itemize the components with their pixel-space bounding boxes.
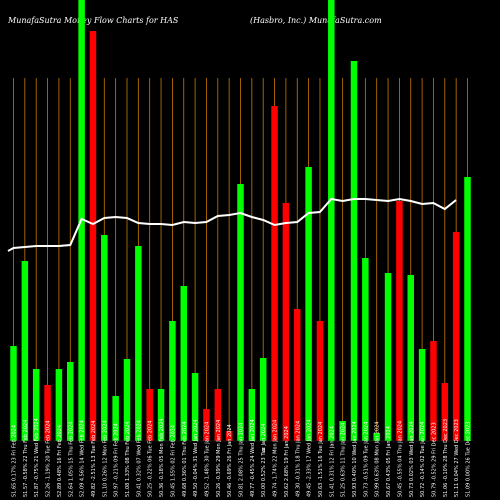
x-tick-label: 49.30 -0.31% 18 Thu Jan 2024 xyxy=(295,421,301,497)
bar xyxy=(407,275,414,441)
bar xyxy=(44,385,51,441)
bar xyxy=(328,0,335,441)
x-tick-label: 49.68 0.36% 01 Thu Feb 2024 xyxy=(182,422,188,497)
bar xyxy=(237,184,244,441)
x-tick-label: 52.89 0.48% 16 Fri Feb 2024 xyxy=(57,425,63,497)
bar xyxy=(452,232,460,441)
x-tick-label: 50.79 -0.52% 29 Fri Dec 2023 xyxy=(431,422,437,497)
x-tick-label: 50.97 -0.21% 09 Fri Feb 2024 xyxy=(114,423,120,497)
bar xyxy=(21,261,29,441)
x-tick-label: 50.67 0.43% 05 Fri Jan 2024 xyxy=(386,426,392,497)
x-tick-label: 50.45 -0.55% 04 Thu Jan 2024 xyxy=(397,421,403,497)
chart-title: MunafaSutra Money Flow Charts for HAS xyxy=(8,16,179,25)
x-tick-label: 49.82 -2.51% 13 Tue Feb 2024 xyxy=(91,421,97,497)
bar xyxy=(362,258,369,441)
x-tick-label: 51.08 1.33% 08 Thu Feb 2024 xyxy=(125,422,131,497)
x-tick-label: 52.64 1.05% 15 Thu Feb 2024 xyxy=(68,422,74,497)
x-tick-label: 51.09 0.00% 26 Tue Dec 2023 xyxy=(466,422,472,497)
bar xyxy=(396,201,403,441)
x-tick-label: 50.93 0.40% 10 Wed Jan 2024 xyxy=(352,421,358,497)
bar xyxy=(157,389,165,441)
x-tick-label: 50.00 0.52% 23 Tue Jan 2024 xyxy=(261,424,267,497)
price-line xyxy=(7,197,457,252)
bar xyxy=(305,167,312,441)
x-axis-labels: 51.65 0.17% 23 Fri Feb 2024 51.57 -0.58% … xyxy=(12,418,472,497)
bar xyxy=(191,373,199,441)
bar xyxy=(123,359,131,441)
bar xyxy=(214,389,222,441)
x-tick-label: 49.77 -0.45% 24 Wed Jan 2024 xyxy=(250,419,256,497)
x-tick-label: 50.81 2.08% 25 Thu Jan 2024 xyxy=(239,423,245,497)
bar xyxy=(350,61,358,441)
bar xyxy=(384,273,392,441)
bar xyxy=(294,309,301,441)
x-tick-label: 51.10 0.26% 12 Mon Feb 2024 xyxy=(102,420,108,497)
chart-subtitle: (Hasbro, Inc.) MunafaSutra.com xyxy=(250,16,382,25)
x-tick-label: 49.45 -2.33% 17 Wed Jan 2024 xyxy=(307,419,313,497)
bar xyxy=(112,396,119,441)
bar xyxy=(441,383,449,441)
x-tick-label: 51.87 -0.75% 21 Wed Feb 2024 xyxy=(34,418,40,497)
x-tick-label: 50.41 0.32% 07 Wed Feb 2024 xyxy=(136,420,142,497)
x-tick-label: 51.57 -0.58% 22 Thu Feb 2024 xyxy=(23,420,29,497)
x-tick-label: 52.09 4.56% 14 Wed Feb 2024 xyxy=(80,420,86,497)
bar xyxy=(89,31,97,441)
bar xyxy=(430,341,437,441)
x-tick-label: 50.25 -0.22% 06 Tue Feb 2024 xyxy=(148,421,154,497)
x-tick-label: 51.11 0.04% 27 Wed Dec 2023 xyxy=(454,419,460,497)
bar xyxy=(259,358,267,441)
bar xyxy=(32,369,40,441)
x-tick-label: 49.52 -1.48% 30 Tue Jan 2024 xyxy=(204,422,210,497)
x-tick-label: 50.45 1.55% 02 Fri Feb 2024 xyxy=(170,425,176,497)
bar xyxy=(339,421,346,441)
bar xyxy=(282,203,290,441)
bar xyxy=(271,106,278,441)
bar xyxy=(101,235,108,441)
x-tick-label: 52.26 -1.19% 20 Tue Feb 2024 xyxy=(46,421,52,497)
bar xyxy=(418,349,426,441)
x-tick-label: 50.73 0.02% 03 Wed Jan 2024 xyxy=(409,421,415,497)
bar xyxy=(55,369,63,441)
x-tick-label: 51.06 -0.10% 28 Thu Dec 2023 xyxy=(443,419,449,497)
x-tick-label: 50.73 -0.51% 09 Tue Jan 2024 xyxy=(363,422,369,497)
x-tick-label: 50.99 0.63% 08 Mon Jan 2024 xyxy=(375,422,381,497)
x-tick-label: 50.36 -0.18% 05 Mon Feb 2024 xyxy=(159,419,165,497)
bar xyxy=(180,286,187,441)
x-tick-label: 50.26 -0.39% 29 Mon Jan 2024 xyxy=(216,420,222,497)
x-tick-label: 50.62 2.68% 19 Fri Jan 2024 xyxy=(284,426,290,497)
bar xyxy=(169,321,176,441)
bar xyxy=(373,433,380,441)
x-tick-label: 50.72 -0.14% 02 Tue Jan 2024 xyxy=(420,422,426,497)
bar xyxy=(248,389,256,441)
x-tick-label: 50.46 -0.69% 26 Fri Jan 2024 xyxy=(227,424,233,497)
bar xyxy=(135,246,142,441)
bar xyxy=(225,431,233,441)
bar xyxy=(203,409,210,441)
x-tick-label: 51.65 0.17% 23 Fri Feb 2024 xyxy=(12,425,18,497)
bar xyxy=(67,362,74,441)
bar xyxy=(464,177,471,441)
separator-label: 0 xyxy=(262,448,265,454)
x-tick-label: 50.63 -1.51% 16 Tue Jan 2024 xyxy=(318,422,324,497)
bar xyxy=(316,321,324,441)
bar xyxy=(146,389,153,441)
bar xyxy=(10,346,17,441)
x-tick-label: 51.41 0.31% 12 Fri Jan 2024 xyxy=(329,426,335,497)
x-tick-label: 51.25 0.63% 11 Thu Jan 2024 xyxy=(341,423,347,497)
x-tick-label: 49.74 -1.74% 22 Mon Jan 2024 xyxy=(273,420,279,497)
x-tick-label: 49.50 -0.04% 31 Wed Jan 2024 xyxy=(193,419,199,497)
bar-series xyxy=(10,0,471,441)
